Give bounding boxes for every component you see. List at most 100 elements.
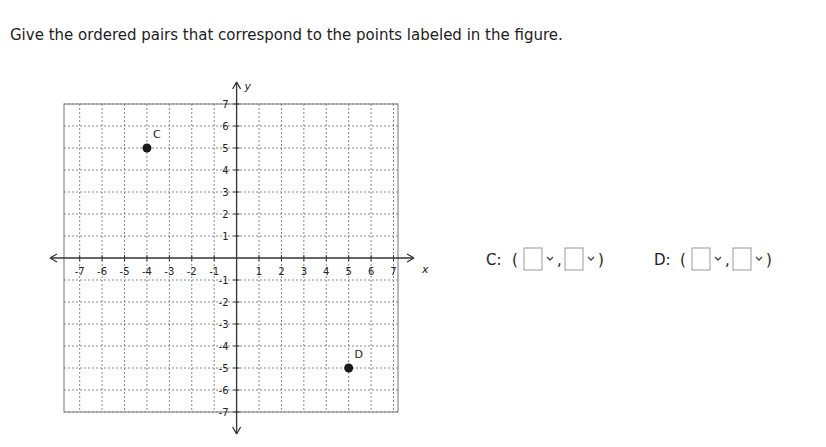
x-axis-label: x: [421, 263, 429, 276]
grid-line-x: [393, 104, 394, 412]
y-tick-label: 6: [222, 121, 228, 132]
y-tick: [234, 346, 240, 347]
grid-line-x: [79, 104, 80, 412]
grid-line-y: [64, 280, 398, 281]
paren: (: [680, 251, 686, 269]
grid-line-x: [169, 104, 170, 412]
y-tick-label: 4: [222, 165, 228, 176]
x-axis: [50, 257, 414, 258]
grid-line-x: [281, 104, 282, 412]
grid-line-y: [64, 104, 398, 105]
y-tick-label: -6: [219, 385, 229, 396]
x-tick-label: 3: [301, 266, 307, 277]
x-tick-label: -3: [164, 266, 174, 277]
x-tick: [259, 255, 260, 261]
answer-label: C:: [486, 251, 502, 269]
x-tick-label: 7: [390, 266, 396, 277]
y-tick-label: -4: [219, 341, 229, 352]
y-tick-label: -1: [219, 275, 229, 286]
grid-line-y: [64, 390, 398, 391]
y-tick-label: -5: [219, 363, 229, 374]
grid-line-y: [64, 346, 398, 347]
y-tick-label: 5: [222, 143, 228, 154]
grid-line-y: [64, 126, 398, 127]
x-tick: [326, 255, 327, 261]
y-tick: [234, 390, 240, 391]
grid-line-x: [303, 104, 304, 412]
y-tick-label: -3: [219, 319, 229, 330]
comma: ,: [725, 251, 730, 269]
dropdown-caret: [588, 257, 594, 260]
y-tick: [234, 302, 240, 303]
y-tick-label: 7: [222, 99, 228, 110]
grid-line-y: [64, 170, 398, 171]
dropdown-caret: [715, 257, 721, 260]
y-tick: [234, 214, 240, 215]
x-tick: [393, 255, 394, 261]
y-tick-label: -7: [219, 407, 229, 418]
x-tick-label: 1: [256, 266, 262, 277]
grid-line-y: [64, 302, 398, 303]
y-tick: [234, 192, 240, 193]
point-label: D: [354, 348, 362, 361]
answer-label: D:: [654, 251, 671, 269]
y-tick: [234, 104, 240, 105]
grid-line-x: [371, 104, 372, 412]
y-tick: [234, 170, 240, 171]
x-tick: [79, 255, 80, 261]
x-tick: [214, 255, 215, 261]
y-axis-label: y: [244, 80, 252, 93]
x-tick-label: 4: [323, 266, 329, 277]
x-tick-label: -2: [187, 266, 197, 277]
y-tick: [234, 412, 240, 413]
y-tick: [234, 148, 240, 149]
comma: ,: [557, 251, 562, 269]
x-tick-label: 5: [345, 266, 351, 277]
paren: ): [766, 251, 772, 269]
grid-line-x: [326, 104, 327, 412]
answer-y-box[interactable]: [565, 248, 583, 270]
x-tick: [371, 255, 372, 261]
y-tick: [234, 368, 240, 369]
grid-line-y: [64, 236, 398, 237]
paren: ): [598, 251, 604, 269]
arrow: [233, 82, 241, 89]
x-tick-label: 2: [278, 266, 284, 277]
y-tick: [234, 126, 240, 127]
answer-y-box[interactable]: [733, 248, 751, 270]
x-tick-label: -6: [97, 266, 107, 277]
x-tick-label: -7: [75, 266, 85, 277]
y-axis: [236, 82, 237, 434]
point: [142, 144, 151, 153]
paren: (: [512, 251, 518, 269]
answer-x-box[interactable]: [524, 248, 542, 270]
grid-line-y: [64, 214, 398, 215]
y-tick-label: 3: [222, 187, 228, 198]
grid-line-x: [124, 104, 125, 412]
point-label: C: [153, 128, 161, 141]
x-tick: [146, 255, 147, 261]
dropdown-caret: [756, 257, 762, 260]
x-tick: [303, 255, 304, 261]
x-tick: [191, 255, 192, 261]
x-tick: [124, 255, 125, 261]
arrow: [233, 427, 241, 434]
x-tick: [348, 255, 349, 261]
question: Give the ordered pairs that correspond t…: [10, 26, 563, 44]
points: [142, 144, 353, 373]
y-tick: [234, 236, 240, 237]
grid-line-x: [214, 104, 215, 412]
x-tick-label: 6: [368, 266, 374, 277]
answer-x-box[interactable]: [692, 248, 710, 270]
y-tick-label: -2: [219, 297, 229, 308]
grid-line-y: [64, 192, 398, 193]
dropdown-caret: [547, 257, 553, 260]
x-tick-label: -5: [120, 266, 130, 277]
y-tick: [234, 324, 240, 325]
arrow: [50, 254, 57, 262]
grid-line-x: [191, 104, 192, 412]
arrow: [407, 254, 414, 262]
y-tick: [234, 280, 240, 281]
x-tick: [102, 255, 103, 261]
grid-line-y: [64, 148, 398, 149]
